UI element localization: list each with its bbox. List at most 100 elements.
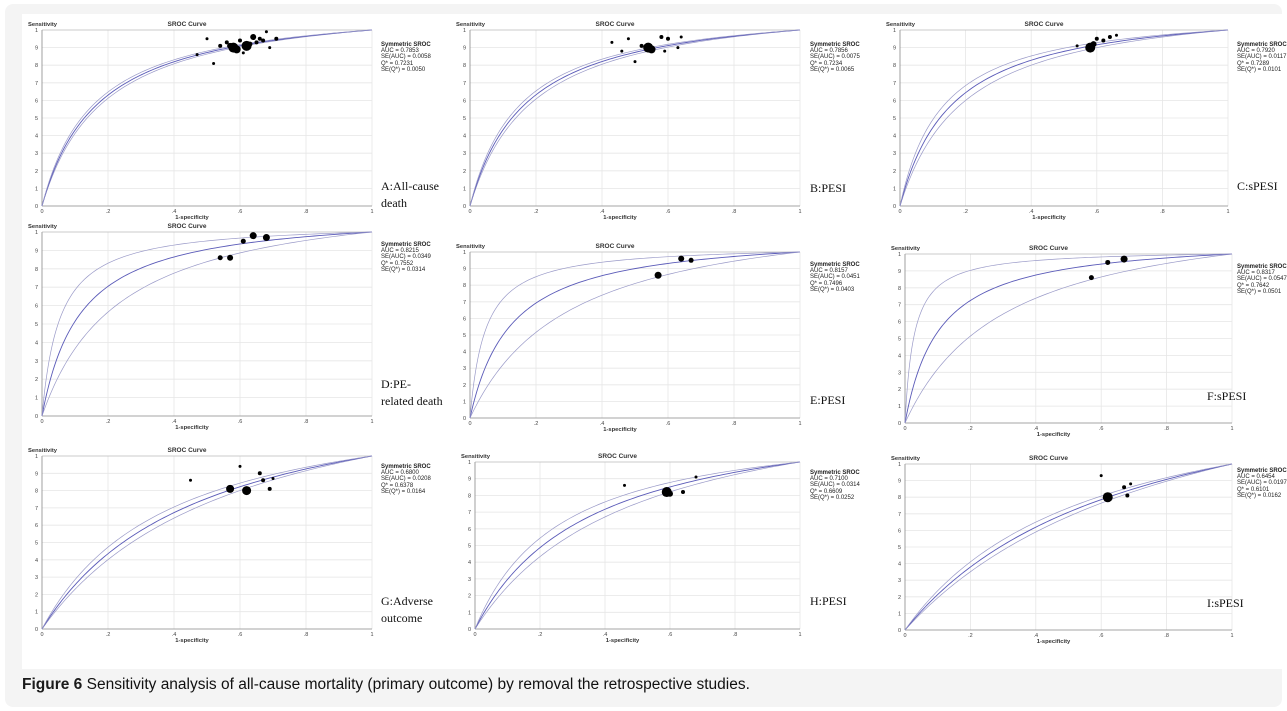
x-tick-label: 1 [1226,209,1229,215]
y-tick-label: 1 [463,186,466,192]
y-tick-label: 2 [35,592,38,598]
x-tick-label: 0 [473,632,476,638]
y-tick-label: 2 [35,169,38,175]
y-tick-label: 3 [898,578,901,584]
y-tick-label: 8 [35,489,38,495]
study-point [264,30,268,34]
panel-label: B:PESI [810,181,847,195]
stats-line: Q* = 0.7234 [810,60,843,67]
y-tick-label: 7 [35,81,38,87]
y-tick-label: 1 [463,399,466,405]
y-tick-label: 3 [898,370,901,376]
y-tick-label: 2 [898,595,901,601]
sroc-curve [41,29,373,207]
study-point [217,255,223,261]
study-point [1090,41,1097,48]
x-tick-label: .8 [1164,426,1169,432]
x-tick-label: 1 [798,421,801,427]
study-point [195,53,199,57]
x-tick-label: 0 [903,633,906,639]
y-tick-label: 1 [35,186,38,192]
sroc-ci-curve [904,463,1233,631]
chart-title: SROC Curve [1024,21,1063,28]
x-tick-label: .4 [1034,633,1039,639]
study-point [1114,33,1118,37]
y-tick-label: 1 [898,252,901,258]
chart-title: SROC Curve [167,447,206,454]
y-axis-label: Sensitivity [886,22,916,28]
x-axis-label: 1-specificity [603,427,637,433]
x-tick-label: .6 [666,209,671,215]
y-tick-label: 0 [463,204,466,210]
y-tick-label: 5 [35,322,38,328]
x-tick-label: .8 [304,632,309,638]
study-point [1107,35,1112,40]
y-tick-label: 6 [463,316,466,322]
panel-label: A:All-cause death [381,179,439,210]
panel-label: H:PESI [810,594,847,608]
y-tick-label: 1 [893,186,896,192]
sroc-ci-curve [904,463,1233,631]
y-tick-label: 5 [898,337,901,343]
y-tick-label: 0 [35,414,38,420]
study-point [247,41,253,47]
x-tick-label: .2 [534,421,539,427]
study-point [1129,482,1133,486]
study-point [667,490,673,497]
y-tick-label: 0 [35,627,38,633]
y-tick-label: 5 [35,541,38,547]
y-tick-label: 7 [463,81,466,87]
study-point [639,43,644,48]
sroc-ci-curve [41,455,373,630]
y-tick-label: 0 [468,627,471,633]
stats-title: Symmetric SROC [1237,264,1287,270]
x-tick-label: .2 [106,209,111,215]
x-tick-label: 1 [798,632,801,638]
study-point [694,475,698,479]
chart-title: SROC Curve [595,243,634,250]
panel-label: F:sPESI [1207,389,1247,403]
x-tick-label: 0 [468,209,471,215]
study-point [1101,38,1106,43]
sroc-ci-curve [904,253,1233,424]
study-point [659,35,664,40]
y-tick-label: 4 [468,560,471,566]
y-tick-label: 3 [35,575,38,581]
stats-line: Q* = 0.6101 [1237,486,1270,493]
y-tick-label: 9 [35,248,38,254]
y-tick-label: 4 [893,134,896,140]
y-tick-label: 2 [898,387,901,393]
sroc-ci-curve [469,29,801,207]
stats-line: SE(Q*) = 0.0501 [1237,288,1282,295]
sroc-curve [41,455,373,630]
study-point [240,238,246,244]
sroc-ci-curve [469,29,801,207]
x-tick-label: .8 [1160,209,1165,215]
y-tick-label: 5 [893,116,896,122]
y-tick-label: 7 [35,506,38,512]
chart-title: SROC Curve [1029,245,1068,252]
y-tick-label: 6 [898,320,901,326]
stats-box: Symmetric SROC AUC = 0.8317 SE(AUC) = 0.05… [1237,264,1287,295]
stats-line: Q* = 0.6609 [810,488,843,495]
study-point [205,37,209,41]
y-tick-label: 0 [35,204,38,210]
chart-title: SROC Curve [595,21,634,28]
sroc-ci-curve [41,231,373,417]
y-tick-label: 9 [463,46,466,52]
stats-line: SE(AUC) = 0.0451 [810,274,860,281]
stats-line: Q* = 0.7289 [1237,60,1270,67]
stats-line: AUC = 0.7920 [1237,48,1275,55]
x-tick-label: .8 [732,209,737,215]
panel-label: E:PESI [810,393,846,407]
y-tick-label: 1 [468,460,471,466]
study-point [271,476,275,480]
stats-title: Symmetric SROC [1237,42,1287,48]
y-tick-label: 1 [893,28,896,34]
y-tick-label: 5 [463,333,466,339]
caption-label: Figure 6 [22,676,83,693]
x-tick-label: .6 [238,632,243,638]
